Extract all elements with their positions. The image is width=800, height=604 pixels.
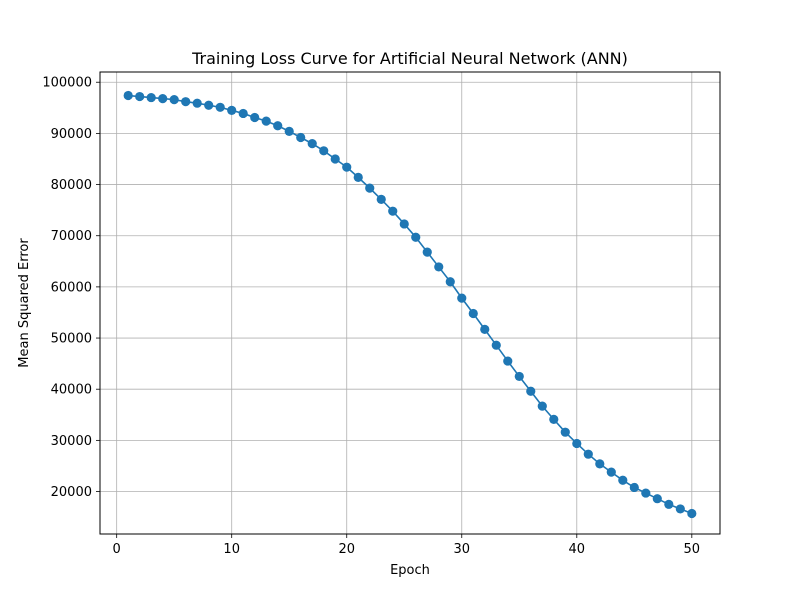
data-point <box>664 499 674 509</box>
data-point <box>641 488 651 498</box>
series-layer <box>123 90 697 519</box>
data-point <box>560 427 570 437</box>
data-point <box>250 112 260 123</box>
data-point <box>227 105 237 115</box>
y-tick-label: 60000 <box>51 280 92 295</box>
data-point <box>618 475 628 485</box>
x-tick-label: 40 <box>569 542 586 557</box>
grid-layer <box>100 72 720 534</box>
data-point <box>330 154 340 164</box>
x-tick-label: 10 <box>223 542 240 557</box>
data-point <box>376 194 386 204</box>
data-point <box>307 139 317 149</box>
data-point <box>652 494 662 504</box>
data-point <box>296 132 306 143</box>
y-tick-label: 90000 <box>51 127 92 142</box>
y-tick-label: 100000 <box>42 76 92 91</box>
data-point <box>675 504 685 514</box>
y-axis-label: Mean Squared Error <box>17 238 32 368</box>
data-point <box>526 386 536 396</box>
data-point <box>158 94 168 104</box>
data-point <box>192 98 202 108</box>
x-tick-label: 30 <box>453 542 470 557</box>
data-point <box>238 108 248 119</box>
data-point <box>549 414 559 424</box>
chart-title: Training Loss Curve for Artificial Neura… <box>191 49 628 68</box>
data-point <box>399 219 409 229</box>
data-point <box>422 247 432 257</box>
x-axis-label: Epoch <box>390 563 430 578</box>
data-point <box>514 371 524 382</box>
data-point <box>457 293 467 303</box>
data-point <box>342 162 352 172</box>
data-point <box>445 277 455 287</box>
data-point <box>353 172 363 182</box>
data-point <box>169 95 179 105</box>
data-point <box>503 356 513 366</box>
data-point <box>388 206 398 216</box>
data-point <box>434 262 444 272</box>
data-point <box>146 92 156 103</box>
data-point <box>629 482 639 493</box>
data-point <box>468 308 478 319</box>
y-tick-label: 20000 <box>51 485 92 500</box>
data-point <box>365 183 375 193</box>
data-point <box>606 467 616 477</box>
y-tick-label: 80000 <box>51 178 92 193</box>
data-point <box>123 90 133 101</box>
axis-layer: 0 10 20 30 40 50 20000 30000 40000 50000 60000 7000… <box>42 76 700 557</box>
data-point <box>284 126 294 136</box>
plot-frame <box>99 71 721 535</box>
x-tick-label: 20 <box>338 542 355 557</box>
data-point <box>411 232 421 242</box>
data-point <box>572 438 582 449</box>
y-tick-label: 70000 <box>51 229 92 244</box>
y-tick-label: 40000 <box>51 383 92 398</box>
data-point <box>273 121 283 131</box>
x-tick-label: 0 <box>113 542 121 557</box>
x-tick-label: 50 <box>684 542 701 557</box>
data-point <box>491 340 501 350</box>
data-point <box>261 116 271 126</box>
data-point <box>480 324 490 334</box>
y-tick-label: 30000 <box>51 434 92 449</box>
data-point <box>215 102 225 112</box>
data-point <box>204 100 214 110</box>
data-point <box>595 459 605 469</box>
data-point <box>687 508 697 519</box>
data-point <box>537 401 547 411</box>
data-point <box>319 146 329 156</box>
data-point <box>583 449 593 459</box>
y-tick-label: 50000 <box>51 332 92 347</box>
data-point <box>181 97 191 107</box>
data-point <box>135 91 145 102</box>
